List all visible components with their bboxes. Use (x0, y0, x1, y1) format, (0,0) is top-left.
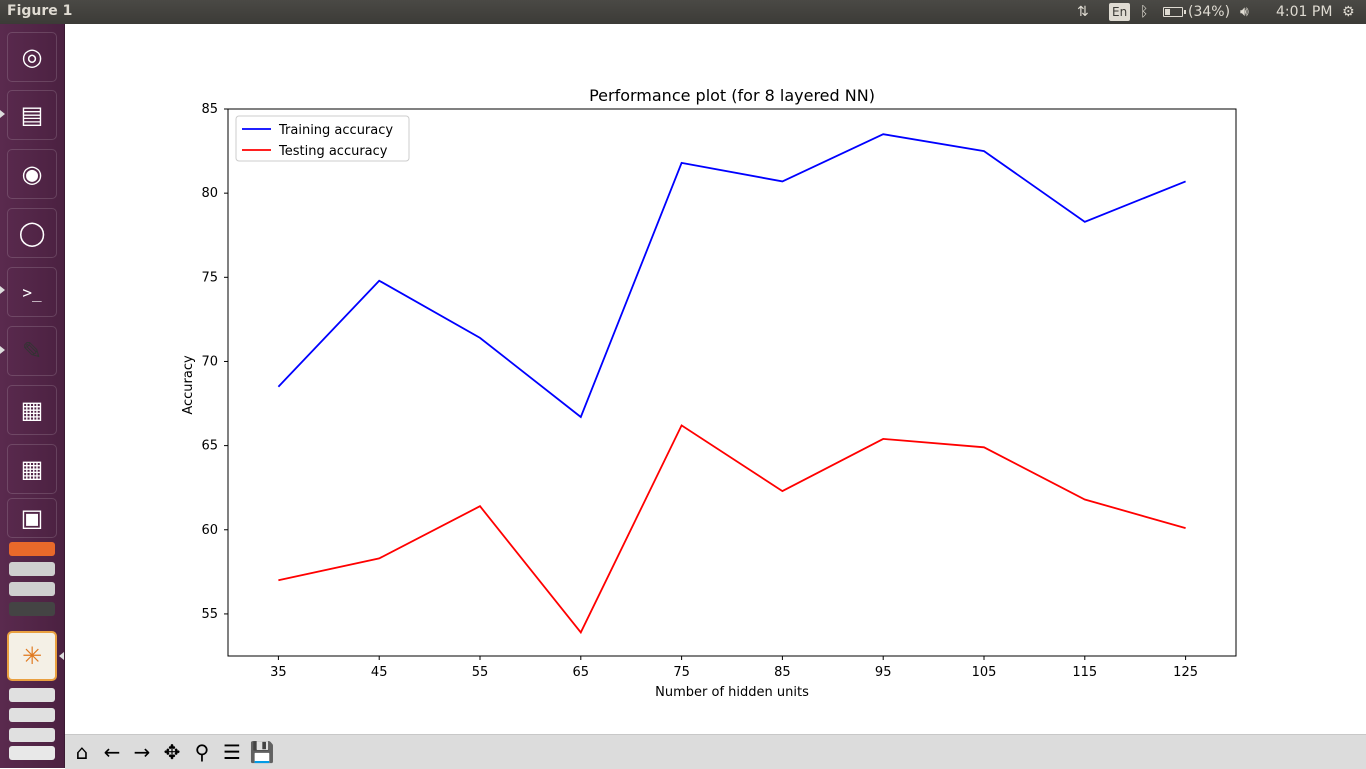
y-tick-label: 70 (201, 354, 218, 369)
navigation-toolbar: ⌂ ← → ✥ ⚲ ☰ 💾 (65, 734, 1366, 769)
legend-label: Testing accuracy (278, 144, 388, 159)
x-tick-label: 115 (1072, 665, 1097, 680)
forward-button[interactable]: → (129, 739, 155, 765)
sliders-icon: ☰ (223, 740, 241, 764)
series-line-0 (277, 133, 1186, 419)
x-tick-label: 105 (972, 665, 997, 680)
legend-box (235, 115, 410, 162)
workspace-icon[interactable] (9, 708, 55, 722)
pan-button[interactable]: ✥ (159, 739, 185, 765)
configure-subplots-button[interactable]: ☰ (219, 739, 245, 765)
top-panel: Figure 1 ⇅ En ᛒ (34%) 🔊︎ 4:01 PM ⚙ (0, 0, 1366, 24)
y-tick-label: 60 (201, 523, 218, 538)
x-tick-label: 75 (673, 665, 690, 680)
text-editor-icon[interactable]: ✎ (7, 326, 57, 376)
launcher-running-indicator (0, 110, 5, 118)
y-tick-label: 55 (201, 607, 218, 622)
legend-label: Training accuracy (278, 123, 393, 138)
x-axis-label: Number of hidden units (655, 685, 809, 700)
calc-icon[interactable]: ▦ (7, 444, 57, 494)
chromium-icon[interactable]: ◯ (7, 208, 57, 258)
x-tick-label: 85 (774, 665, 791, 680)
launcher-running-indicator (0, 346, 5, 354)
files-icon[interactable]: ▤ (7, 90, 57, 140)
system-gear-icon[interactable]: ⚙ (1342, 4, 1355, 20)
home-button[interactable]: ⌂ (69, 739, 95, 765)
figure-canvas[interactable]: 35 45 55 65 75 85 95 105 115 125 55 60 65 70 75 80 85 Pe… (65, 24, 1366, 734)
window-title: Figure 1 (7, 3, 73, 19)
plot-area (227, 108, 1237, 657)
clock[interactable]: 4:01 PM (1276, 4, 1333, 20)
back-button[interactable]: ← (99, 739, 125, 765)
workspace-icon[interactable] (9, 728, 55, 742)
move-icon: ✥ (163, 740, 181, 764)
y-tick-label: 65 (201, 439, 218, 454)
legend: Training accuracy Testing accuracy (235, 115, 410, 162)
battery-icon[interactable] (1163, 7, 1186, 17)
save-button[interactable]: 💾 (249, 739, 275, 765)
x-tick-label: 45 (371, 665, 388, 680)
x-tick-label: 65 (573, 665, 590, 680)
writer-icon[interactable]: ▦ (7, 385, 57, 435)
x-tick-label: 35 (270, 665, 287, 680)
bluetooth-icon[interactable]: ᛒ (1140, 4, 1149, 20)
y-tick-label: 85 (201, 102, 218, 117)
y-tick-label: 80 (201, 186, 218, 201)
firefox-icon[interactable]: ◉ (7, 149, 57, 199)
series-line-1 (278, 424, 1186, 635)
magnifier-icon: ⚲ (194, 740, 210, 764)
zoom-button[interactable]: ⚲ (189, 739, 215, 765)
x-tick-label: 95 (875, 665, 892, 680)
trash-icon[interactable] (9, 746, 55, 760)
terminal-icon[interactable]: >_ (7, 267, 57, 317)
battery-fill (1165, 9, 1170, 15)
battery-percentage[interactable]: (34%) (1188, 4, 1231, 20)
volume-icon[interactable]: 🔊︎ (1240, 4, 1249, 20)
y-tick-label: 75 (201, 270, 218, 285)
impress-icon[interactable]: ▣ (7, 498, 57, 538)
software-icon[interactable] (9, 562, 55, 576)
x-tick-label: 125 (1173, 665, 1198, 680)
home-icon: ⌂ (75, 740, 89, 764)
launcher-focus-indicator (59, 652, 64, 660)
network-icon[interactable]: ⇅ (1077, 4, 1089, 20)
settings-icon[interactable] (9, 582, 55, 596)
y-axis-label: Accuracy (181, 355, 196, 415)
arrow-left-icon: ← (103, 740, 121, 764)
chart-title: Performance plot (for 8 layered NN) (589, 86, 875, 105)
arrow-right-icon: → (133, 740, 151, 764)
x-tick-label: 55 (472, 665, 489, 680)
python-figure-icon[interactable]: ✳ (7, 631, 57, 681)
amazon-icon[interactable] (9, 542, 55, 556)
launcher-running-indicator (0, 286, 5, 294)
app-icon[interactable] (9, 602, 55, 616)
performance-chart[interactable]: 35 45 55 65 75 85 95 105 115 125 55 60 65 70 75 80 85 Pe… (65, 24, 1366, 734)
floppy-disk-icon: 💾 (249, 740, 275, 764)
workspace-icon[interactable] (9, 688, 55, 702)
keyboard-layout-indicator[interactable]: En (1109, 3, 1131, 21)
ubuntu-dash-icon[interactable]: ◎ (7, 32, 57, 82)
launcher: ◎ ▤ ◉ ◯ >_ ✎ ▦ ▦ ▣ ✳ (0, 24, 65, 768)
